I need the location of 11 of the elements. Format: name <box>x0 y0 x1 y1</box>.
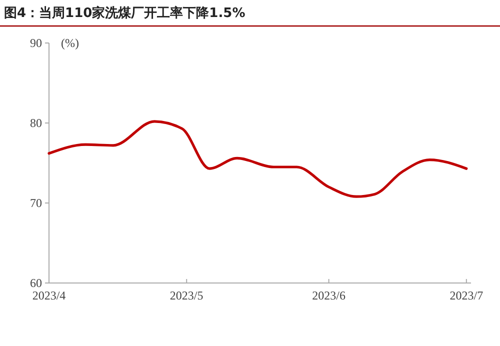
x-tick-label: 2023/6 <box>312 288 346 303</box>
x-tick-label: 2023/5 <box>170 288 204 303</box>
x-tick-label: 2023/4 <box>32 288 66 303</box>
chart-title: 图4：当周110家洗煤厂开工率下降1.5% <box>4 5 246 21</box>
y-axis-title: (%) <box>61 36 79 50</box>
y-tick-label: 60 <box>30 276 42 290</box>
line-series <box>48 120 468 198</box>
y-tick-label: 80 <box>30 116 42 130</box>
x-tick-label: 2023/7 <box>450 288 484 303</box>
y-tick-label: 90 <box>30 36 42 50</box>
y-tick-label: 70 <box>30 196 42 210</box>
